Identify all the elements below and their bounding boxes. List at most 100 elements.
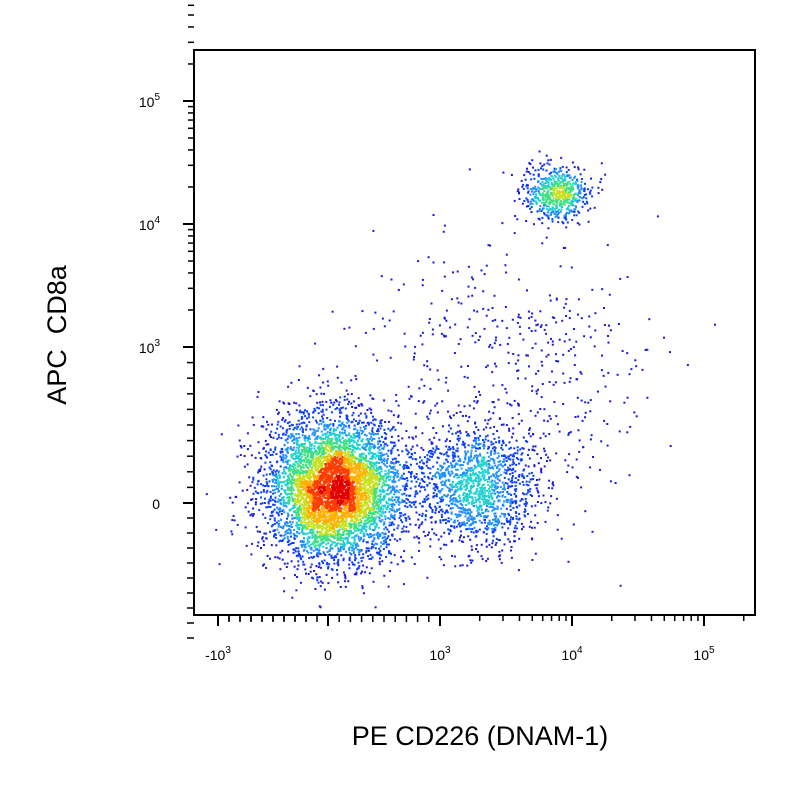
event-dot (447, 465, 450, 468)
event-dot (470, 545, 473, 548)
event-dot (489, 490, 492, 493)
event-dot (518, 422, 521, 425)
event-dot (382, 475, 385, 478)
event-dot (476, 490, 479, 493)
event-dot (378, 458, 381, 461)
event-dot (379, 506, 382, 509)
event-dot (278, 510, 281, 513)
event-dot (490, 546, 493, 549)
event-dot (513, 530, 515, 533)
event-dot (306, 538, 309, 541)
event-dot (413, 495, 416, 498)
event-dot (467, 512, 469, 515)
event-dot (267, 501, 270, 504)
event-dot (376, 469, 379, 472)
event-dot (537, 186, 540, 189)
event-dot (418, 513, 421, 516)
event-dot (375, 525, 378, 528)
event-dot (496, 519, 499, 522)
event-dot (474, 286, 477, 289)
event-dot (486, 528, 489, 531)
event-dot (287, 500, 290, 503)
event-dot (343, 327, 346, 330)
event-dot (336, 434, 339, 437)
event-dot (430, 516, 433, 519)
event-dot (377, 472, 379, 475)
event-dot (513, 399, 516, 402)
event-dot (283, 480, 286, 483)
event-dot (484, 438, 487, 441)
event-dot (409, 523, 412, 526)
event-dot (382, 548, 385, 551)
event-dot (623, 401, 626, 404)
event-dot (468, 478, 471, 481)
event-dot (380, 508, 382, 511)
event-dot (377, 505, 380, 508)
event-dot (300, 455, 303, 458)
event-dot (410, 452, 413, 455)
event-dot (329, 429, 332, 432)
event-dot (310, 563, 313, 566)
event-dot (427, 497, 430, 500)
event-dot (372, 327, 375, 330)
event-dot (478, 497, 481, 500)
event-dot (469, 518, 472, 521)
event-dot (524, 377, 527, 380)
event-dot (366, 465, 369, 468)
event-dot (497, 522, 500, 525)
event-dot (376, 359, 379, 362)
event-dot (274, 491, 277, 494)
event-dot (302, 411, 305, 414)
event-dot (405, 519, 408, 522)
event-dot (542, 168, 545, 171)
event-dot (298, 517, 301, 520)
event-dot (270, 436, 272, 439)
event-dot (261, 536, 264, 539)
event-dot (386, 457, 389, 460)
event-dot (321, 434, 324, 437)
event-dot (507, 485, 510, 488)
event-dot (547, 159, 550, 162)
event-dot (524, 497, 527, 500)
event-dot (265, 567, 268, 569)
event-dot (305, 471, 308, 474)
event-dot (369, 467, 371, 470)
event-dot (439, 509, 442, 512)
event-dot (291, 514, 294, 517)
event-dot (296, 428, 299, 431)
event-dot (472, 457, 475, 460)
event-dot (488, 477, 491, 480)
event-dot (352, 563, 354, 566)
event-dot (330, 441, 333, 444)
event-dot (514, 477, 517, 480)
event-dot (318, 374, 321, 377)
event-dot (597, 390, 599, 393)
event-dot (388, 510, 391, 513)
event-dot (552, 210, 555, 213)
event-dot (439, 500, 442, 503)
event-dot (418, 465, 421, 468)
event-dot (444, 474, 447, 477)
event-dot (380, 468, 383, 471)
event-dot (498, 492, 501, 494)
event-dot (260, 496, 262, 499)
event-dot (457, 343, 460, 345)
event-dot (515, 527, 518, 530)
event-dot (511, 481, 514, 484)
event-dot (407, 530, 410, 533)
event-dot (418, 549, 420, 552)
event-dot (480, 543, 483, 546)
event-dot (440, 558, 443, 561)
event-dot (319, 404, 322, 407)
event-dot (528, 457, 531, 460)
event-dot (570, 203, 572, 206)
event-dot (530, 505, 533, 508)
event-dot (485, 495, 488, 498)
event-dot (326, 438, 329, 441)
event-dot (396, 469, 399, 472)
event-dot (558, 179, 560, 182)
event-dot (626, 396, 629, 399)
event-dot (372, 464, 375, 467)
event-dot (298, 532, 301, 535)
event-dot (506, 491, 509, 494)
